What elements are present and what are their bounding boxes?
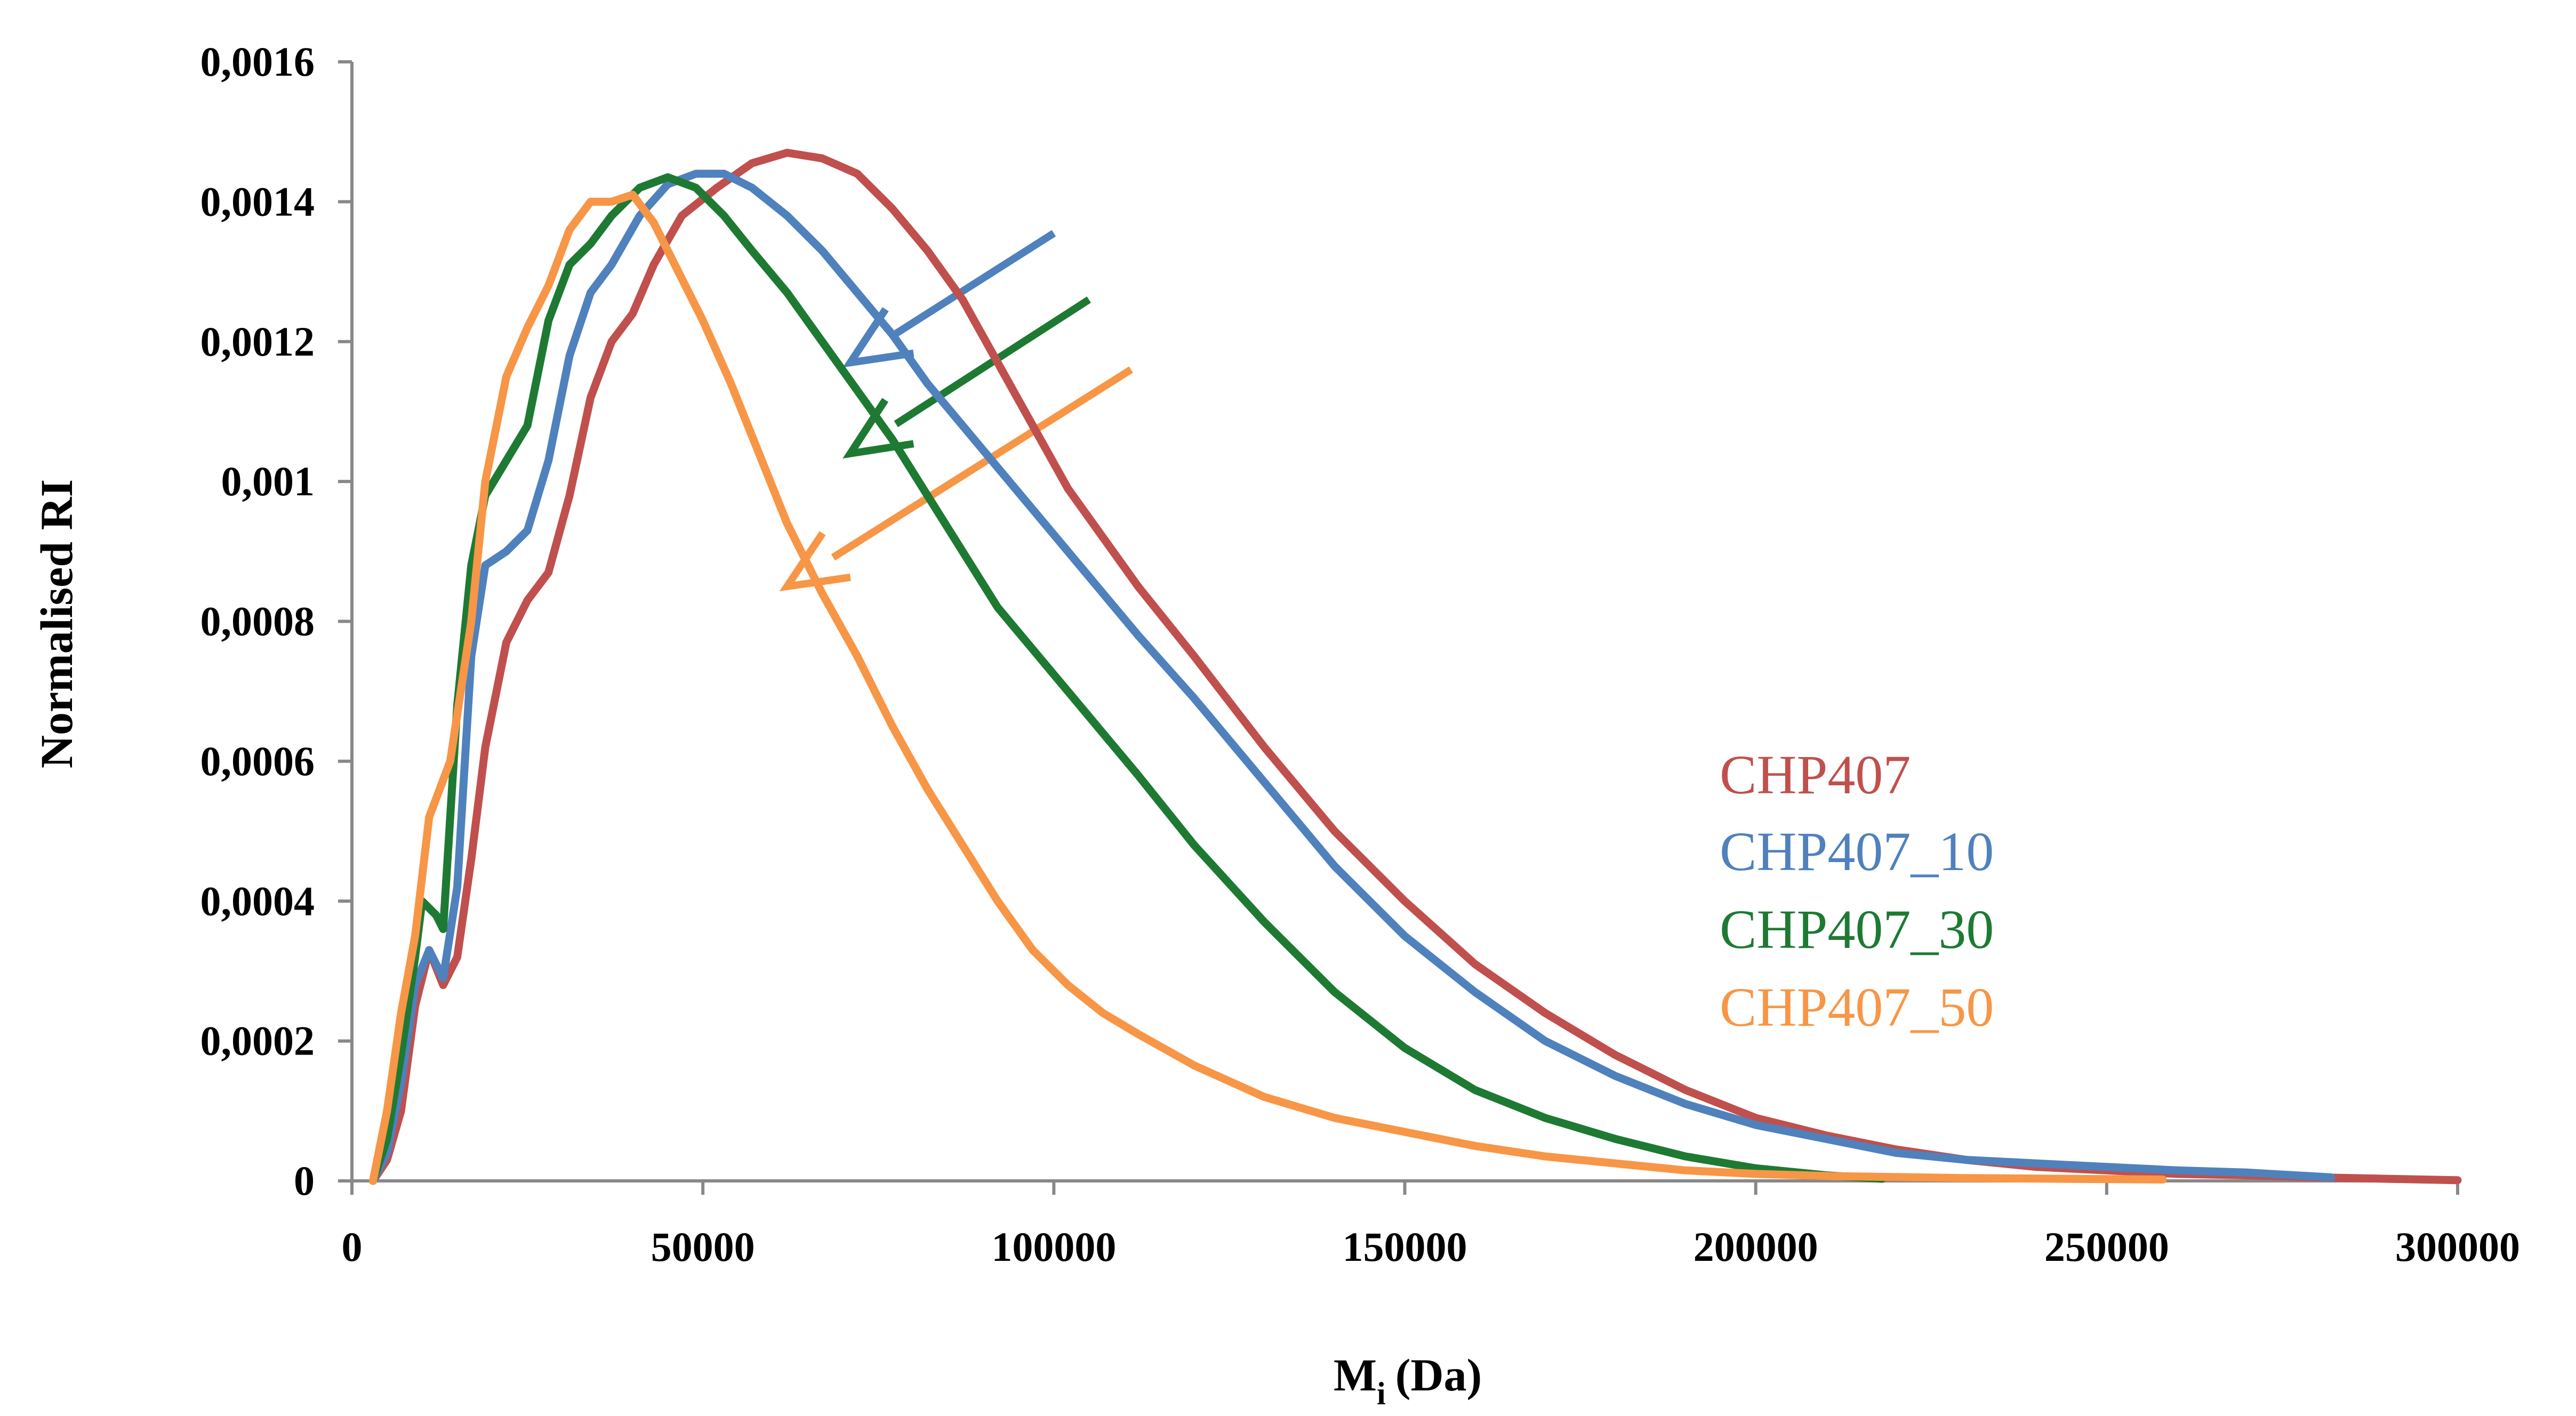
annotation-arrow-head [779, 531, 851, 592]
x-ticks: 0 50000 100000 150000 200000 250000 300000 [342, 1181, 2520, 1270]
y-tick-label: 0,0008 [200, 598, 315, 645]
legend-label-chp407-30: CHP407_30 [1720, 899, 1994, 960]
x-axis-title-unit: (Da) [1395, 1349, 1482, 1401]
y-tick-label: 0,0014 [200, 178, 315, 224]
x-tick-label: 0 [342, 1224, 363, 1270]
annotation-arrow-shaft [894, 296, 1091, 428]
annotation-arrow-shaft [894, 230, 1056, 337]
x-tick-label: 200000 [1694, 1224, 1818, 1270]
x-tick-label: 250000 [2044, 1224, 2169, 1270]
y-tick-label: 0,001 [221, 458, 315, 504]
legend-label-chp407-10: CHP407_10 [1720, 821, 1994, 882]
legend-label-chp407-50: CHP407_50 [1720, 977, 1994, 1038]
x-axis-title-main: M [1334, 1349, 1377, 1401]
series-line-chp407-50 [369, 190, 2167, 1185]
x-tick-label: 100000 [991, 1224, 1116, 1270]
series-line-chp407 [369, 149, 2462, 1185]
x-tick-label: 50000 [651, 1224, 755, 1270]
y-tick-label: 0,0006 [200, 738, 315, 784]
x-axis-title-subscript: i [1377, 1376, 1386, 1411]
series-line-chp407-10 [369, 170, 2336, 1185]
x-tick-label: 300000 [2395, 1224, 2520, 1270]
y-tick-label: 0 [294, 1157, 315, 1204]
y-axis-title: Normalised RI [31, 479, 82, 768]
series-lines [369, 149, 2462, 1185]
axes [350, 62, 2458, 1182]
y-tick-label: 0,0002 [200, 1018, 315, 1064]
y-tick-label: 0,0004 [200, 878, 315, 924]
legend: CHP407 CHP407_10 CHP407_30 CHP407_50 [1720, 744, 1994, 1038]
annotation-arrow-head [842, 307, 914, 368]
annotation-arrow-shaft [831, 366, 1133, 561]
x-tick-label: 150000 [1343, 1224, 1467, 1270]
y-ticks: 0 0,0002 0,0004 0,0006 0,0008 0,001 0,0012 0,00… [200, 38, 352, 1204]
y-tick-label: 0,0012 [200, 318, 315, 365]
legend-label-chp407: CHP407 [1720, 744, 1911, 806]
x-axis-title: Mi (Da) [1334, 1349, 1482, 1411]
y-tick-label: 0,0016 [200, 38, 315, 85]
arrows [779, 230, 1133, 592]
